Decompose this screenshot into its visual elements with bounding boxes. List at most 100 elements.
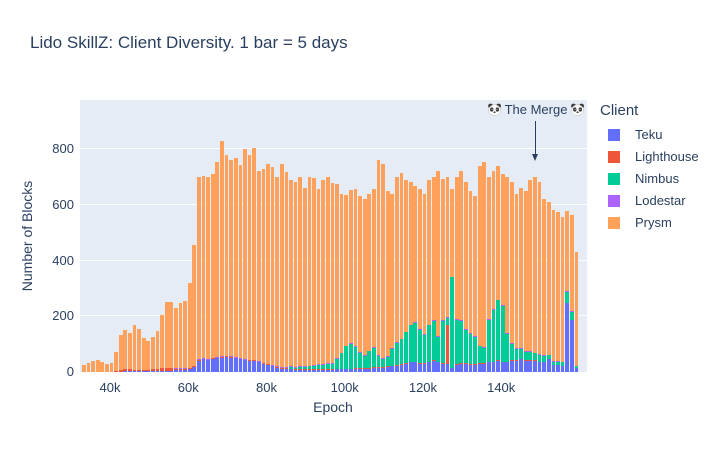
bar[interactable] xyxy=(395,176,399,372)
bar-segment-lighthouse[interactable] xyxy=(252,360,257,361)
bar-segment-prysm[interactable] xyxy=(137,329,141,370)
bar-segment-teku[interactable] xyxy=(519,359,523,372)
bar-segment-nimbus[interactable] xyxy=(505,333,510,362)
bar-segment-teku[interactable] xyxy=(436,362,441,372)
bar-segment-lighthouse[interactable] xyxy=(399,364,404,366)
bar-segment-lighthouse[interactable] xyxy=(418,363,422,364)
bar-segment-prysm[interactable] xyxy=(519,188,523,349)
bar-segment-lighthouse[interactable] xyxy=(307,369,312,370)
bar[interactable] xyxy=(500,174,505,372)
bar-segment-nimbus[interactable] xyxy=(289,367,293,369)
bar-segment-lodestar[interactable] xyxy=(353,346,358,348)
bar-segment-teku[interactable] xyxy=(123,371,128,372)
bar-segment-lighthouse[interactable] xyxy=(238,358,243,360)
bar[interactable] xyxy=(132,325,137,372)
bar-segment-lighthouse[interactable] xyxy=(445,324,450,364)
bar-segment-teku[interactable] xyxy=(528,360,533,372)
bar-segment-lodestar[interactable] xyxy=(408,324,413,326)
bar-segment-lighthouse[interactable] xyxy=(514,360,519,361)
bar-segment-lodestar[interactable] xyxy=(192,365,197,367)
bar-segment-teku[interactable] xyxy=(450,367,454,372)
bar-segment-teku[interactable] xyxy=(408,362,413,372)
bar-segment-nimbus[interactable] xyxy=(487,319,491,362)
bar-segment-nimbus[interactable] xyxy=(367,351,372,369)
bar-segment-lodestar[interactable] xyxy=(197,359,201,361)
bar-segment-lodestar[interactable] xyxy=(256,361,261,362)
bar-segment-lighthouse[interactable] xyxy=(528,360,533,361)
bar-segment-teku[interactable] xyxy=(174,370,178,372)
bar-segment-nimbus[interactable] xyxy=(500,305,505,362)
bar[interactable] xyxy=(348,190,353,372)
bar-segment-lighthouse[interactable] xyxy=(404,363,408,364)
bar-segment-prysm[interactable] xyxy=(289,179,293,367)
bar-segment-prysm[interactable] xyxy=(408,182,413,325)
bar-segment-nimbus[interactable] xyxy=(335,358,339,369)
bar-segment-nimbus[interactable] xyxy=(556,361,560,366)
bar-segment-prysm[interactable] xyxy=(358,196,362,352)
bar-segment-lodestar[interactable] xyxy=(418,328,422,330)
bar[interactable] xyxy=(247,154,252,372)
bar-segment-prysm[interactable] xyxy=(339,193,344,353)
bar[interactable] xyxy=(542,199,547,372)
bar-segment-teku[interactable] xyxy=(197,360,201,372)
bar-segment-lodestar[interactable] xyxy=(178,368,183,369)
bar-segment-lodestar[interactable] xyxy=(266,363,270,365)
bar-segment-teku[interactable] xyxy=(266,365,270,372)
bar-segment-lighthouse[interactable] xyxy=(183,368,187,370)
bar-segment-lighthouse[interactable] xyxy=(233,357,238,359)
bar[interactable] xyxy=(325,176,330,372)
bar[interactable] xyxy=(505,176,510,372)
bar[interactable] xyxy=(445,176,450,372)
bar-segment-lodestar[interactable] xyxy=(464,328,468,330)
bar-segment-teku[interactable] xyxy=(155,370,160,372)
bar-segment-prysm[interactable] xyxy=(105,363,109,372)
bar-segment-teku[interactable] xyxy=(137,371,141,372)
bar-segment-prysm[interactable] xyxy=(183,300,187,369)
bar-segment-teku[interactable] xyxy=(206,360,210,372)
bar[interactable] xyxy=(459,171,464,372)
bar[interactable] xyxy=(450,188,454,372)
bar-segment-lighthouse[interactable] xyxy=(487,361,491,363)
bar-segment-teku[interactable] xyxy=(487,362,491,372)
bar[interactable] xyxy=(404,179,408,372)
bar[interactable] xyxy=(418,189,422,372)
bar[interactable] xyxy=(560,216,565,372)
bar-segment-teku[interactable] xyxy=(376,367,381,372)
bar-segment-lighthouse[interactable] xyxy=(413,361,418,363)
bar-segment-prysm[interactable] xyxy=(436,171,441,336)
bar-segment-nimbus[interactable] xyxy=(316,365,321,370)
bar-segment-nimbus[interactable] xyxy=(413,322,418,362)
bar-segment-nimbus[interactable] xyxy=(358,352,362,369)
bar-segment-prysm[interactable] xyxy=(399,172,404,339)
bar-segment-lighthouse[interactable] xyxy=(289,368,293,370)
bar-segment-teku[interactable] xyxy=(307,369,312,372)
bar-segment-lighthouse[interactable] xyxy=(266,364,270,366)
bar-segment-nimbus[interactable] xyxy=(330,363,335,370)
bar-segment-nimbus[interactable] xyxy=(362,355,367,369)
bar-segment-lighthouse[interactable] xyxy=(256,361,261,363)
bar-segment-teku[interactable] xyxy=(146,371,151,372)
bar-segment-teku[interactable] xyxy=(256,362,261,372)
bar-segment-prysm[interactable] xyxy=(243,149,247,360)
bar-segment-teku[interactable] xyxy=(569,319,574,372)
bar-segment-lodestar[interactable] xyxy=(569,310,574,312)
bar-segment-prysm[interactable] xyxy=(151,336,155,370)
bar-segment-nimbus[interactable] xyxy=(533,353,537,361)
bar[interactable] xyxy=(496,165,500,372)
bar[interactable] xyxy=(427,179,431,372)
bar-segment-prysm[interactable] xyxy=(496,165,500,300)
bar-segment-prysm[interactable] xyxy=(427,179,431,325)
bar-segment-prysm[interactable] xyxy=(256,170,261,362)
bar-segment-prysm[interactable] xyxy=(413,185,418,322)
bar-segment-lodestar[interactable] xyxy=(487,319,491,320)
bar-segment-lodestar[interactable] xyxy=(381,358,385,359)
bar-segment-nimbus[interactable] xyxy=(537,354,542,362)
bar-segment-prysm[interactable] xyxy=(82,365,86,372)
bar-segment-prysm[interactable] xyxy=(201,175,206,359)
bar[interactable] xyxy=(491,170,496,372)
bar[interactable] xyxy=(229,160,233,372)
bar-segment-nimbus[interactable] xyxy=(551,361,556,366)
bar-segment-teku[interactable] xyxy=(128,371,132,372)
bar-segment-lodestar[interactable] xyxy=(560,361,565,363)
bar-segment-teku[interactable] xyxy=(546,359,551,372)
